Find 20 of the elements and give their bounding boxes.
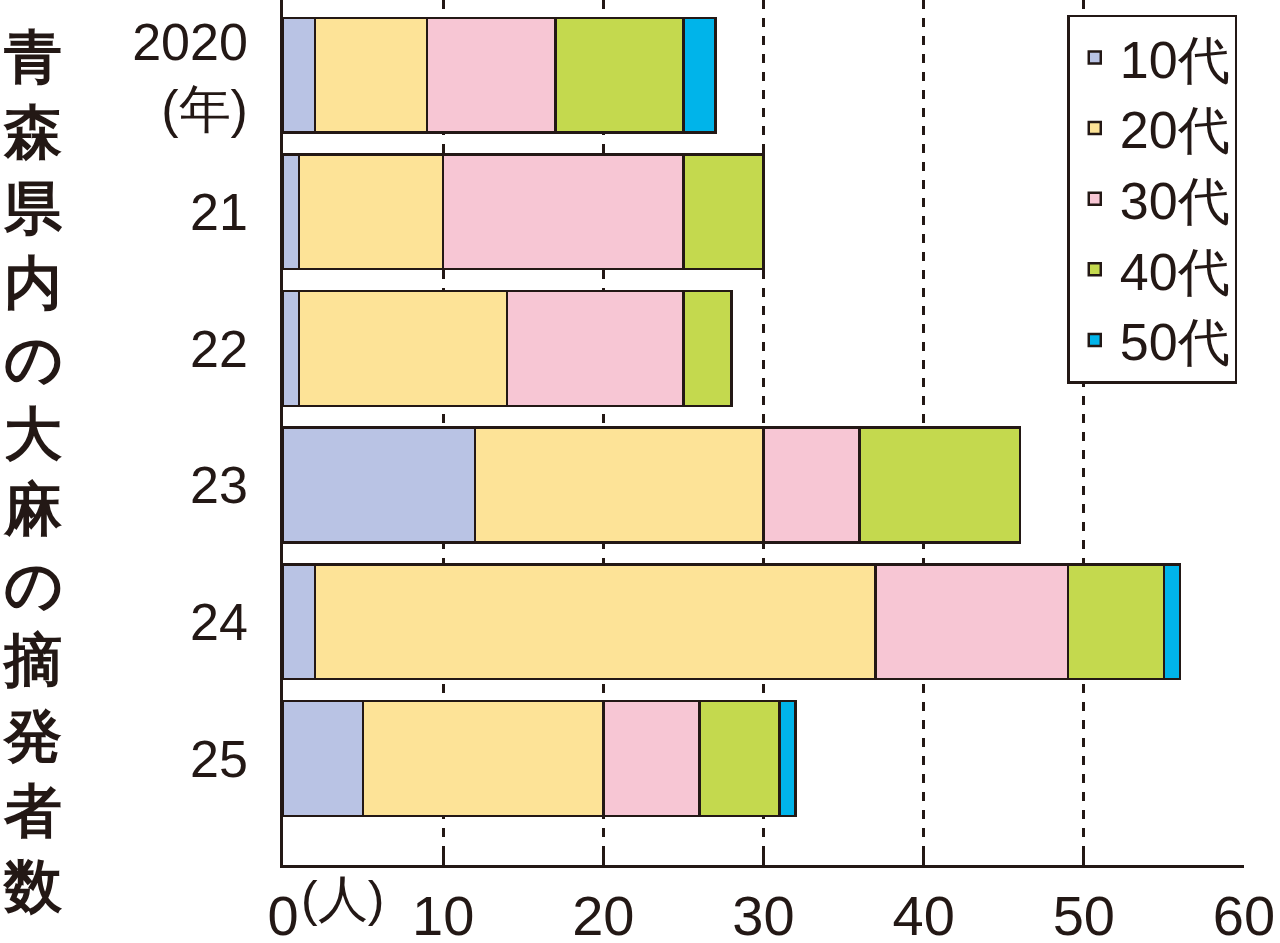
y-tick-label: 25 — [190, 729, 248, 788]
y-tick-label: 24 — [190, 592, 248, 651]
legend-label: 30代 — [1119, 171, 1230, 230]
x-tick-label: 60 — [1212, 883, 1276, 943]
legend-label: 10代 — [1119, 30, 1230, 89]
x-tick-label: 30 — [732, 883, 795, 943]
x-tick-label: 0 — [267, 883, 299, 943]
x-axis-title: (人) — [301, 871, 385, 927]
y-tick-label: 22 — [190, 319, 248, 378]
x-tick-label: 50 — [1052, 883, 1115, 943]
legend-label: 20代 — [1119, 101, 1230, 160]
legend-label: 40代 — [1119, 242, 1230, 301]
y-tick-label: 23 — [190, 456, 248, 515]
y-tick-label: 2020 (年) — [132, 12, 248, 139]
x-tick-label: 20 — [572, 883, 635, 943]
x-tick-label: 10 — [412, 883, 475, 943]
y-tick-label: 21 — [190, 183, 248, 242]
chart-title: 青森県内の大麻の摘発者数 — [3, 24, 63, 919]
x-tick-label: 40 — [892, 883, 955, 943]
legend-label: 50代 — [1119, 313, 1230, 372]
